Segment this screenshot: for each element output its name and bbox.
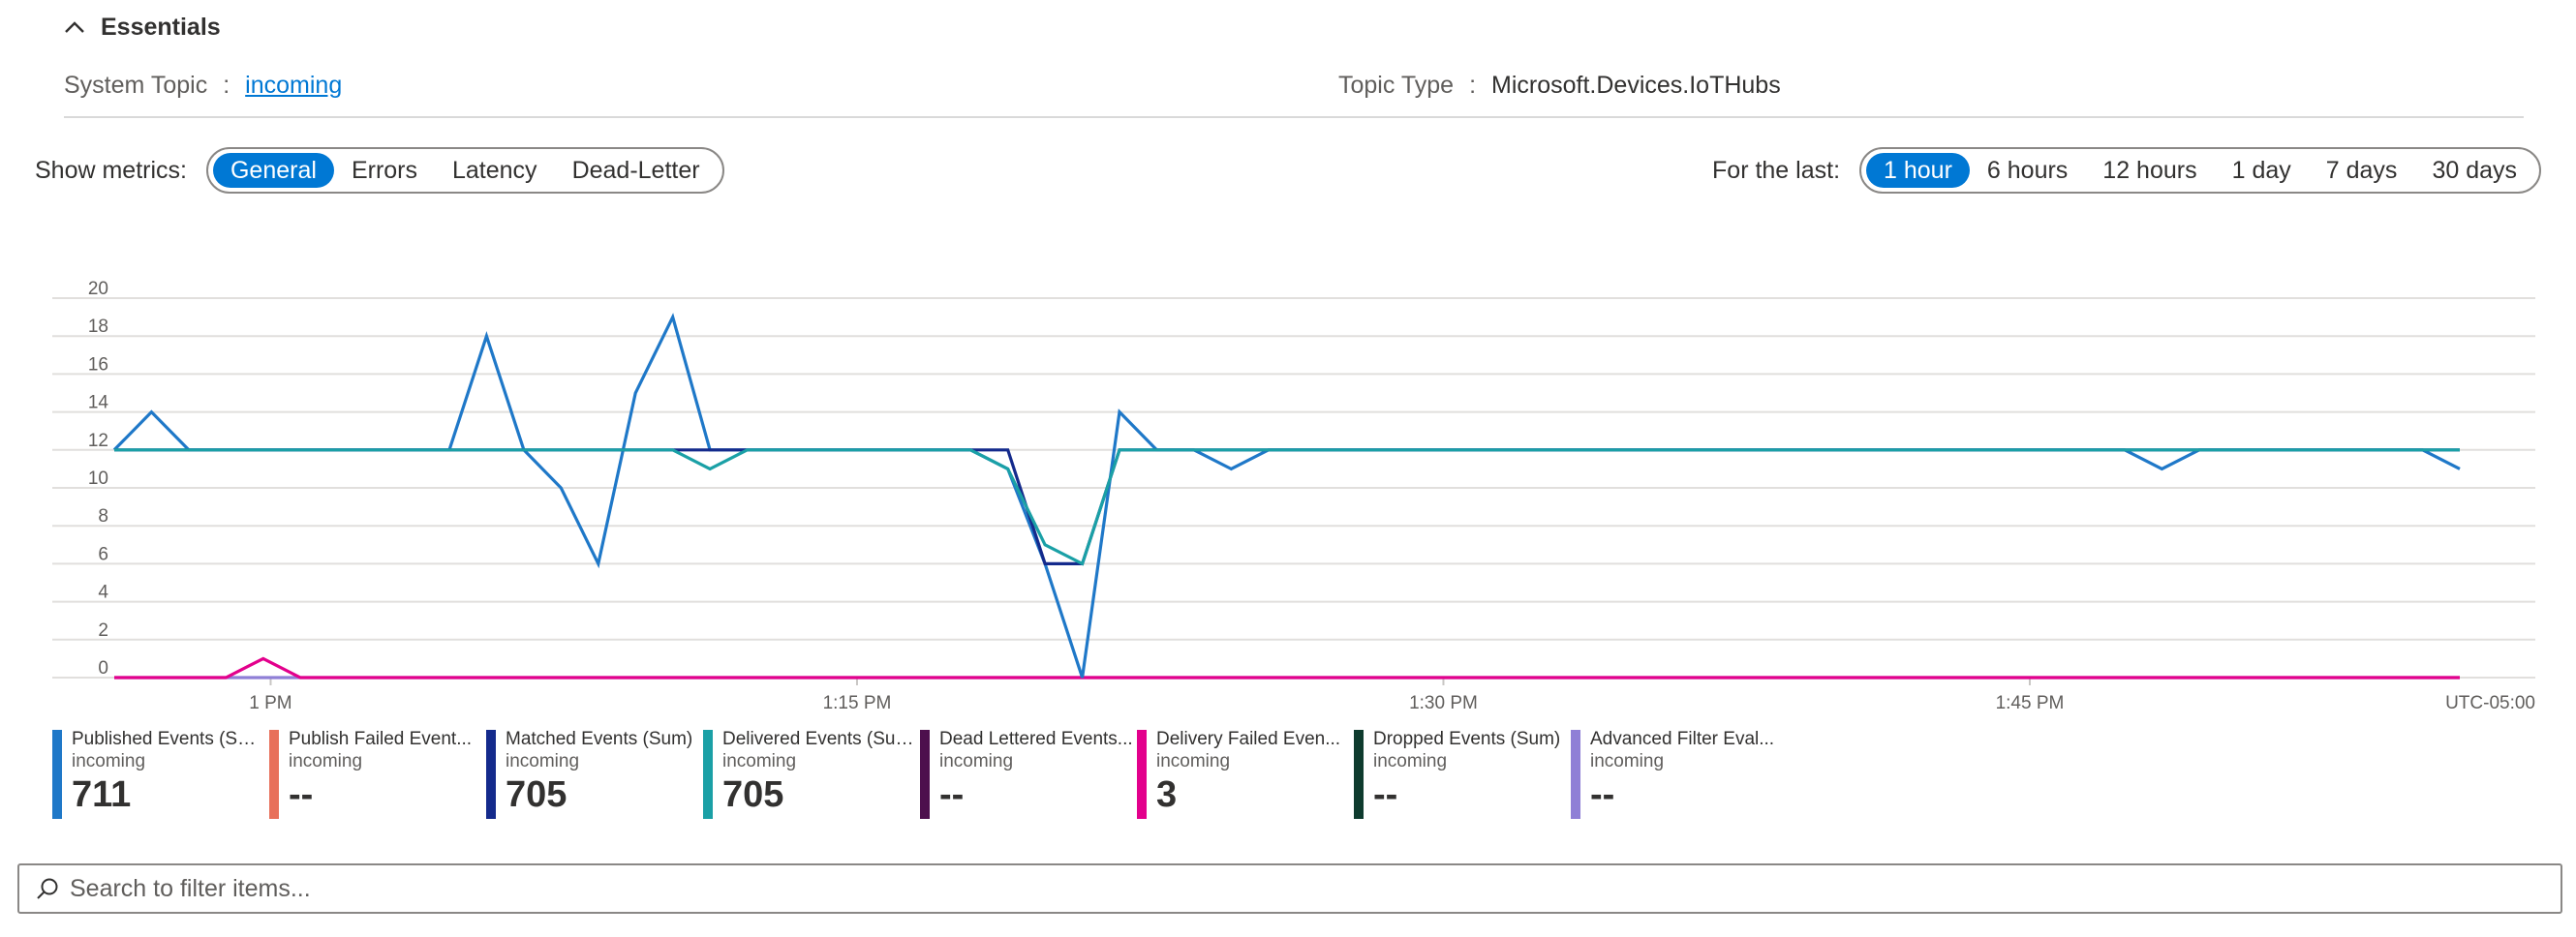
system-topic-link[interactable]: incoming [245,72,343,99]
x-tick-label: 1:45 PM [1996,693,2065,713]
legend-series-name: Advanced Filter Eval... [1590,729,1775,749]
topic-type-key: Topic Type [1338,72,1455,99]
y-tick-label: 16 [88,354,108,375]
topic-type-property: Topic Type : Microsoft.Devices.IoTHubs [1338,72,1781,100]
topic-type-value: Microsoft.Devices.IoTHubs [1491,72,1781,99]
legend-series-name: Matched Events (Sum) [506,729,693,749]
y-tick-label: 14 [88,393,109,413]
time-range-label: For the last: [1712,156,1841,184]
system-topic-property: System Topic : incoming [64,72,342,116]
range-option-1-hour[interactable]: 1 hour [1866,153,1970,188]
metrics-selector: General Errors Latency Dead-Letter [205,147,724,194]
legend-item[interactable]: Publish Failed Event... incoming -- [269,728,486,819]
system-topic-key: System Topic [64,72,208,99]
legend-total-value: -- [1590,774,1615,815]
legend-series-name: Delivery Failed Even... [1156,729,1341,749]
legend-series-name: Publish Failed Event... [289,729,473,749]
range-option-6-hours[interactable]: 6 hours [1986,157,2069,184]
legend-total-value: 705 [722,774,784,815]
legend-color-bar [920,730,930,819]
legend-series-name: Dropped Events (Sum) [1373,729,1561,749]
legend-color-bar [1354,730,1364,819]
legend-resource-name: incoming [722,751,797,771]
legend-resource-name: incoming [939,751,1014,771]
legend-color-bar [486,730,496,819]
metric-tab-latency[interactable]: Latency [452,157,537,184]
y-tick-label: 10 [88,468,108,489]
legend-color-bar [703,730,713,819]
metric-tab-general[interactable]: General [212,153,334,188]
legend-item[interactable]: Advanced Filter Eval... incoming -- [1571,728,1788,819]
series-line-2 [114,448,2460,566]
legend-item[interactable]: Delivered Events (Sum) incoming 705 [703,728,920,819]
legend-color-bar [52,730,62,819]
legend-resource-name: incoming [72,751,146,771]
y-tick-label: 18 [88,317,108,337]
y-tick-label: 20 [88,279,108,299]
legend-series-name: Delivered Events (Sum) [722,729,916,749]
series-line-0 [112,313,2461,679]
y-tick-label: 6 [98,544,108,564]
y-tick-label: 4 [98,583,108,603]
series-line-1 [114,448,2460,565]
series-line-3 [114,656,2460,680]
legend-item[interactable]: Delivery Failed Even... incoming 3 [1137,728,1354,819]
time-range-selector: 1 hour 6 hours 12 hours 1 day 7 days 30 … [1859,147,2541,194]
legend-series-name: Published Events (Sum) [72,729,265,749]
show-metrics-label: Show metrics: [35,156,187,184]
legend-resource-name: incoming [1156,751,1231,771]
search-box[interactable] [17,863,2562,914]
legend-resource-name: incoming [1373,751,1448,771]
y-tick-label: 8 [98,506,108,527]
separator: : [1469,72,1477,99]
legend-resource-name: incoming [506,751,580,771]
legend-color-bar [1571,730,1580,819]
chart-legend: Published Events (Sum) incoming 711 Publish… [52,728,1788,819]
separator: : [223,72,230,99]
legend-total-value: -- [1373,774,1398,815]
range-option-1-day[interactable]: 1 day [2231,157,2291,184]
essentials-label: Essentials [101,14,221,41]
legend-total-value: 705 [506,774,567,815]
legend-total-value: 3 [1156,774,1178,815]
legend-item[interactable]: Matched Events (Sum) incoming 705 [486,728,703,819]
x-tick-label: 1:30 PM [1409,693,1478,713]
metric-tab-errors[interactable]: Errors [351,157,417,184]
range-option-30-days[interactable]: 30 days [2432,157,2517,184]
legend-item[interactable]: Dropped Events (Sum) incoming -- [1354,728,1571,819]
legend-resource-name: incoming [1590,751,1665,771]
legend-total-value: -- [939,774,965,815]
chevron-up-icon [65,20,84,33]
search-icon [37,878,58,899]
x-tick-label: 1:15 PM [823,693,892,713]
range-option-12-hours[interactable]: 12 hours [2102,157,2197,184]
show-metrics-row: Show metrics: General Errors Latency Dea… [35,147,724,194]
y-tick-label: 12 [88,431,108,451]
legend-total-value: 711 [72,774,132,815]
legend-total-value: -- [289,774,314,815]
legend-resource-name: incoming [289,751,363,771]
legend-color-bar [1137,730,1147,819]
timezone-label: UTC-05:00 [2445,693,2535,713]
y-tick-label: 0 [98,658,108,679]
legend-series-name: Dead Lettered Events... [939,729,1133,749]
time-range-row: For the last: 1 hour 6 hours 12 hours 1 … [1712,147,2541,194]
y-tick-label: 2 [98,620,108,641]
range-option-7-days[interactable]: 7 days [2325,157,2398,184]
legend-color-bar [269,730,279,819]
legend-item[interactable]: Published Events (Sum) incoming 711 [52,728,269,819]
search-input[interactable] [70,874,2491,903]
essentials-properties: System Topic : incoming Topic Type : Mic… [64,72,2524,118]
legend-item[interactable]: Dead Lettered Events... incoming -- [920,728,1137,819]
essentials-toggle[interactable]: Essentials [62,14,221,42]
x-tick-label: 1 PM [249,693,291,713]
metric-tab-dead-letter[interactable]: Dead-Letter [571,157,700,184]
